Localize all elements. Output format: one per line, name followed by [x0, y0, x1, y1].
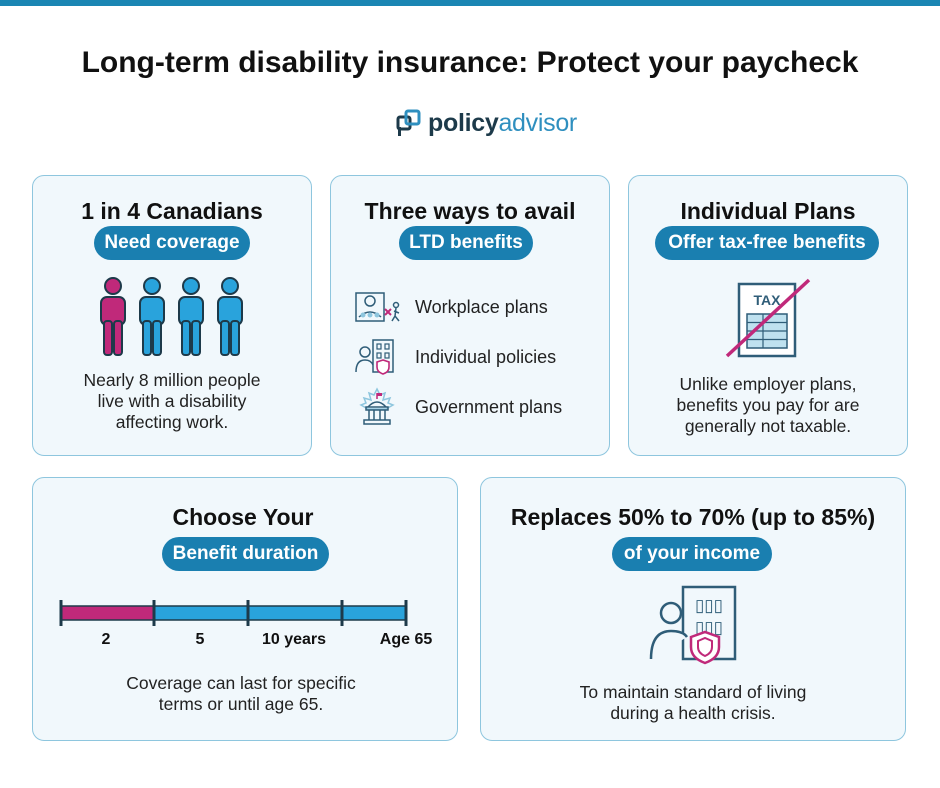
duration-title: Choose Your	[172, 504, 314, 530]
duration-segment	[247, 605, 343, 621]
income-pill: of your income	[612, 537, 772, 571]
svg-text:▯▯▯: ▯▯▯	[695, 596, 723, 615]
duration-text: Coverage can last for specific terms or …	[29, 673, 453, 715]
individual-pill: Offer tax-free benefits	[655, 226, 879, 260]
ways-title: Three ways to avail	[364, 198, 576, 224]
individual-text-line: benefits you pay for are	[676, 395, 860, 415]
ways-item: Individual policies	[353, 337, 556, 377]
people-icon-group	[100, 277, 243, 356]
duration-tick-label: 5	[195, 631, 205, 648]
person-icon	[139, 277, 165, 356]
ways-item-label: Workplace plans	[415, 296, 548, 317]
tax-label: TAX	[754, 292, 782, 308]
individual-text: Unlike employer plans, benefits you pay …	[629, 374, 907, 437]
duration-tick-label: 2	[101, 631, 111, 648]
ways-item-label: Individual policies	[415, 346, 557, 367]
ways-item: Government plans	[353, 387, 562, 427]
duration-tick-label: 10 years	[261, 631, 327, 648]
coverage-text-line: live with a disability	[97, 391, 247, 411]
top-accent-bar	[0, 0, 940, 6]
logo-mark-icon	[396, 109, 421, 136]
duration-segment	[60, 605, 155, 621]
logo-text-policy: policy	[428, 108, 499, 137]
ways-item: Workplace plans	[353, 287, 548, 327]
coverage-text-line: Nearly 8 million people	[83, 370, 261, 390]
individual-policy-icon	[355, 339, 394, 375]
person-icon	[100, 277, 126, 356]
duration-text-line: Coverage can last for specific	[126, 673, 356, 693]
individual-text-line: Unlike employer plans,	[679, 374, 857, 394]
logo-text-advisor: advisor	[498, 108, 577, 137]
duration-segment	[153, 605, 249, 621]
policyadvisor-logo: policyadvisor	[396, 108, 577, 138]
tax-document-icon: TAX	[725, 278, 811, 358]
income-title: Replaces 50% to 70% (up to 85%)	[510, 504, 876, 530]
coverage-text: Nearly 8 million people live with a disa…	[33, 370, 311, 433]
income-text-line: during a health crisis.	[610, 703, 776, 723]
ways-pill: LTD benefits	[399, 226, 533, 260]
duration-text-line: terms or until age 65.	[158, 694, 324, 714]
individual-text-line: generally not taxable.	[684, 416, 852, 436]
person-icon	[178, 277, 204, 356]
coverage-card: 1 in 4 Canadians Need coverage Ne	[32, 175, 312, 456]
income-text-line: To maintain standard of living	[579, 682, 807, 702]
income-card: Replaces 50% to 70% (up to 85%) of your …	[480, 477, 906, 741]
duration-timeline	[59, 600, 408, 626]
individual-card: Individual Plans Offer tax-free benefits…	[628, 175, 908, 456]
income-text: To maintain standard of living during a …	[481, 682, 905, 724]
individual-title: Individual Plans	[680, 198, 856, 224]
page-title: Long-term disability insurance: Protect …	[81, 46, 859, 79]
income-protection-icon: ▯▯▯ ▯▯▯	[649, 585, 737, 665]
government-icon	[359, 387, 395, 425]
duration-segment	[341, 605, 407, 621]
coverage-title: 1 in 4 Canadians	[81, 198, 263, 224]
duration-pill: Benefit duration	[162, 537, 329, 571]
coverage-text-line: affecting work.	[115, 412, 229, 432]
person-icon	[217, 277, 243, 356]
duration-card: Choose Your Benefit duration 2 5 10 year…	[32, 477, 458, 741]
coverage-pill: Need coverage	[94, 226, 250, 260]
workplace-icon	[355, 292, 400, 322]
duration-tick-label: Age 65	[379, 631, 433, 648]
ways-item-label: Government plans	[415, 396, 563, 417]
ways-card: Three ways to avail LTD benefits Workpla…	[330, 175, 610, 456]
